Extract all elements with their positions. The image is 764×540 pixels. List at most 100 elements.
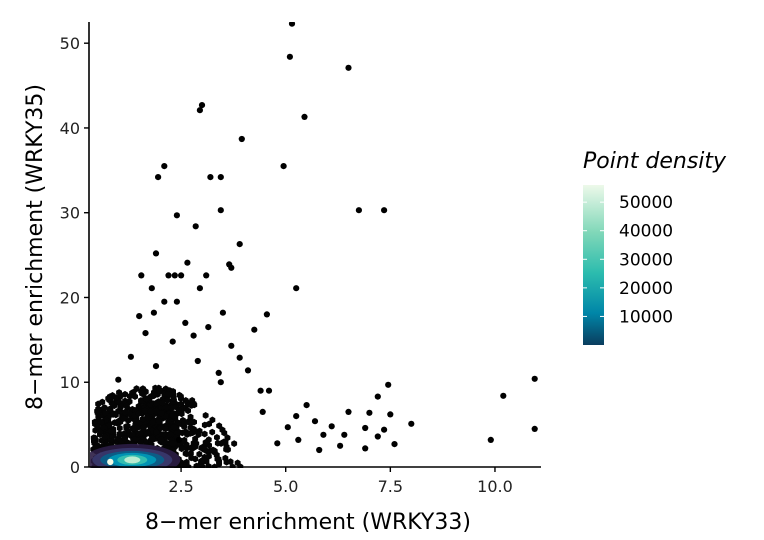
density-bin bbox=[164, 396, 171, 404]
data-point bbox=[288, 22, 296, 27]
density-bin bbox=[216, 460, 222, 468]
density-bin bbox=[195, 431, 202, 438]
density-bin bbox=[190, 425, 197, 433]
density-bin bbox=[132, 393, 138, 400]
density-bin bbox=[223, 443, 230, 451]
data-point bbox=[217, 174, 224, 181]
data-point bbox=[171, 272, 178, 279]
y-tick-label: 30 bbox=[60, 204, 80, 223]
data-point bbox=[161, 163, 168, 170]
data-point bbox=[263, 311, 270, 318]
data-point bbox=[341, 431, 348, 438]
density-bin bbox=[135, 410, 142, 417]
density-bin bbox=[163, 404, 170, 411]
density-bin bbox=[141, 423, 147, 431]
density-bin bbox=[122, 408, 129, 416]
data-point bbox=[381, 426, 388, 433]
data-point bbox=[173, 298, 180, 305]
data-point bbox=[236, 354, 243, 361]
x-tick-label: 2.5 bbox=[168, 477, 193, 496]
density-bin bbox=[191, 401, 198, 409]
density-bin bbox=[210, 446, 216, 454]
density-bin bbox=[168, 404, 175, 412]
density-bin bbox=[209, 428, 216, 436]
data-point bbox=[265, 387, 273, 394]
density-bin bbox=[122, 435, 128, 442]
data-point bbox=[374, 433, 381, 440]
density-bin bbox=[206, 420, 212, 428]
density-bin bbox=[198, 444, 205, 452]
data-point bbox=[293, 413, 300, 420]
x-tick-label: 7.5 bbox=[378, 477, 403, 496]
data-point bbox=[311, 418, 319, 425]
y-tick-label: 0 bbox=[70, 458, 80, 477]
x-tick-label: 5.0 bbox=[273, 477, 298, 496]
data-point bbox=[175, 436, 183, 443]
data-point bbox=[127, 353, 134, 360]
density-bin bbox=[231, 440, 238, 447]
legend-colorbar bbox=[583, 185, 604, 345]
data-point bbox=[531, 425, 538, 432]
data-point bbox=[194, 357, 201, 365]
density-bin bbox=[99, 398, 106, 406]
data-point bbox=[284, 424, 291, 431]
y-axis-title: 8−mer enrichment (WRKY35) bbox=[23, 84, 48, 410]
density-bin bbox=[204, 447, 210, 455]
density-bin bbox=[158, 409, 165, 417]
data-point bbox=[244, 367, 252, 374]
data-point bbox=[203, 272, 210, 279]
density-bin bbox=[153, 407, 160, 415]
data-point bbox=[408, 420, 415, 427]
data-point bbox=[295, 436, 302, 443]
legend-label: 30000 bbox=[619, 250, 673, 270]
density-bin bbox=[101, 404, 108, 411]
data-point bbox=[150, 309, 157, 316]
y-tick-label: 50 bbox=[60, 34, 80, 53]
density-bin bbox=[142, 407, 148, 414]
data-point bbox=[316, 446, 323, 454]
density-bin bbox=[122, 390, 128, 398]
density-bin bbox=[178, 400, 184, 408]
data-point bbox=[385, 381, 392, 388]
data-point bbox=[152, 363, 160, 370]
density-peak bbox=[107, 458, 114, 466]
density-bin bbox=[94, 409, 101, 417]
data-point bbox=[236, 241, 243, 248]
data-point bbox=[219, 309, 226, 316]
density-bin bbox=[153, 399, 160, 407]
density-bin bbox=[116, 424, 123, 432]
data-point bbox=[366, 409, 373, 416]
data-point bbox=[196, 107, 203, 114]
legend-label: 40000 bbox=[619, 222, 673, 242]
density-bin bbox=[209, 416, 216, 424]
density-bin bbox=[107, 394, 114, 402]
data-point bbox=[228, 342, 235, 349]
density-bin bbox=[177, 393, 184, 400]
data-point bbox=[184, 259, 191, 266]
density-bin bbox=[167, 431, 174, 439]
density-bin bbox=[113, 394, 119, 402]
density-bin bbox=[170, 394, 177, 402]
data-point bbox=[286, 53, 293, 60]
legend-ticks: 10000 20000 30000 40000 50000 bbox=[583, 193, 673, 327]
x-axis-title: 8−mer enrichment (WRKY33) bbox=[145, 510, 471, 535]
density-bin bbox=[176, 407, 182, 414]
data-point bbox=[303, 402, 310, 409]
density-bin bbox=[158, 436, 165, 443]
density-bin bbox=[158, 424, 164, 432]
data-point bbox=[155, 174, 162, 181]
data-point bbox=[165, 272, 172, 279]
density-bin bbox=[221, 429, 228, 437]
data-point bbox=[293, 285, 300, 292]
data-point bbox=[136, 313, 143, 320]
data-point bbox=[328, 423, 335, 430]
density-bin bbox=[165, 390, 171, 398]
data-point bbox=[280, 163, 287, 170]
data-point bbox=[217, 207, 224, 214]
legend-title: Point density bbox=[583, 149, 727, 174]
density-bin bbox=[202, 412, 209, 419]
density-bin bbox=[149, 434, 156, 442]
density-bin bbox=[218, 440, 225, 447]
density-bin bbox=[107, 436, 114, 444]
data-point bbox=[345, 64, 352, 71]
